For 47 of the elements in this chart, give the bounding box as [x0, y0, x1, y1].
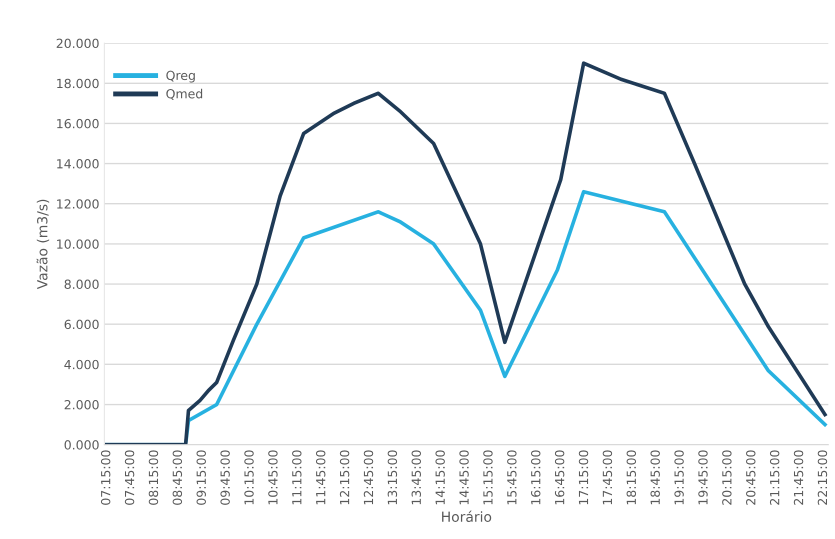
y-tick-label: 12.000: [57, 199, 99, 209]
x-tick-label: 16:15:00: [531, 450, 540, 504]
y-tick-label: 8.000: [64, 280, 99, 289]
x-tick-label: 22:15:00: [818, 450, 828, 505]
line-series: [104, 61, 827, 445]
y-axis-title: Vazão (m3/s): [36, 200, 50, 290]
x-tick-label: 13:45:00: [412, 450, 421, 504]
x-tick-label: 15:15:00: [483, 450, 493, 504]
x-tick-label: 15:45:00: [507, 450, 517, 504]
x-tick-label: 12:45:00: [364, 450, 374, 504]
y-tick-label: 10.000: [57, 239, 99, 249]
legend-label: Qmed: [166, 88, 202, 100]
x-tick-label: 09:45:00: [220, 450, 230, 505]
x-tick-label: 14:45:00: [459, 450, 469, 504]
x-tick-label: 21:15:00: [770, 450, 780, 505]
x-axis-title: Horário: [442, 510, 492, 522]
x-tick-label: 20:15:00: [722, 450, 732, 505]
x-tick-label: 07:45:00: [124, 450, 134, 505]
x-tick-label: 08:45:00: [172, 450, 182, 505]
y-tick-label: 20.000: [56, 38, 99, 48]
y-tick-label: 2.000: [64, 400, 99, 410]
x-tick-label: 10:45:00: [268, 450, 278, 504]
x-tick-label: 17:45:00: [602, 450, 612, 504]
y-tick-label: 4.000: [64, 360, 99, 370]
x-tick-label: 11:15:00: [292, 450, 302, 504]
x-tick-label: 18:45:00: [650, 450, 660, 504]
x-tick-label: 12:15:00: [340, 450, 350, 504]
legend-label: Qreg: [166, 70, 195, 83]
x-tick-label: 17:15:00: [578, 450, 588, 504]
y-tick-label: 14.000: [57, 159, 99, 169]
y-tick-label: 18.000: [57, 78, 99, 88]
x-tick-label: 13:15:00: [388, 450, 398, 504]
x-tick-label: 21:45:00: [794, 450, 804, 505]
x-tick-label: 18:15:00: [626, 450, 636, 504]
x-tick-label: 20:45:00: [746, 450, 756, 505]
x-tick-label: 08:15:00: [148, 450, 158, 505]
x-tick-label: 16:45:00: [554, 450, 564, 504]
x-tick-label: 09:15:00: [196, 450, 206, 505]
x-tick-label: 19:45:00: [698, 450, 708, 504]
x-tick-label: 14:15:00: [435, 450, 445, 504]
x-tick-label: 07:15:00: [100, 450, 110, 505]
x-tick-label: 10:15:00: [244, 450, 254, 504]
x-tick-label: 11:45:00: [316, 450, 326, 504]
x-tick-label: 19:15:00: [674, 450, 684, 504]
y-tick-label: 0.000: [64, 440, 99, 450]
y-tick-label: 6.000: [64, 320, 99, 330]
y-tick-label: 16.000: [57, 118, 99, 128]
